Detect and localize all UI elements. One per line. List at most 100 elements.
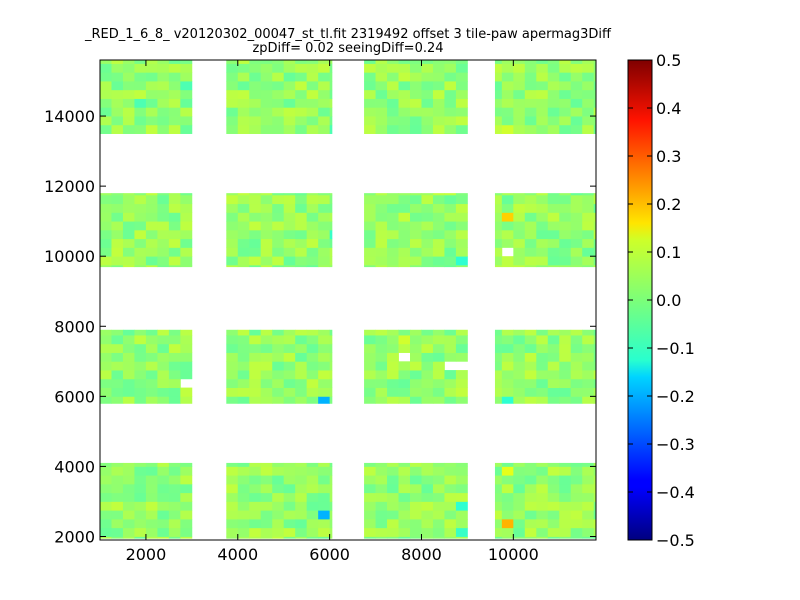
heatmap-cell — [249, 370, 262, 380]
heatmap-cell — [272, 247, 285, 257]
heatmap-cell — [283, 203, 296, 213]
heatmap-cell — [237, 124, 250, 134]
heatmap-cell — [455, 492, 468, 502]
heatmap-cell — [237, 501, 250, 511]
heatmap-cell — [318, 475, 331, 485]
heatmap-cell — [283, 116, 296, 126]
heatmap-cell — [180, 98, 193, 108]
heatmap-cell — [398, 264, 411, 268]
heatmap-cell — [536, 63, 549, 73]
heatmap-cell — [387, 343, 399, 353]
heatmap-cell — [444, 98, 457, 108]
heatmap-cell — [582, 212, 595, 222]
heatmap-cell — [180, 124, 193, 134]
heatmap-cell — [398, 462, 411, 467]
heatmap-cell — [444, 72, 457, 82]
heatmap-cell — [306, 527, 319, 537]
heatmap-cell — [501, 501, 514, 511]
heatmap-cell — [100, 81, 112, 91]
heatmap-cell — [494, 352, 503, 362]
heatmap-cell — [295, 229, 308, 240]
heatmap-cell — [582, 238, 595, 248]
heatmap-cell — [306, 238, 319, 248]
heatmap-cell — [145, 483, 158, 494]
heatmap-cell — [306, 396, 319, 404]
colorbar-tick-label: −0.5 — [656, 531, 695, 550]
heatmap-cell — [283, 483, 296, 494]
heatmap-cell — [582, 81, 595, 91]
heatmap-cell — [501, 462, 514, 467]
heatmap-cell — [582, 72, 595, 82]
heatmap-cell — [145, 335, 158, 345]
heatmap-cell — [444, 193, 457, 196]
heatmap-cell — [513, 238, 526, 248]
heatmap-cell — [122, 370, 135, 380]
heatmap-cell — [134, 124, 147, 134]
heatmap-cell — [226, 264, 239, 268]
heatmap-cell — [260, 60, 273, 64]
heatmap-cell — [375, 536, 388, 539]
heatmap-cell — [364, 536, 376, 539]
heatmap-cell — [168, 212, 181, 222]
heatmap-cell — [559, 335, 572, 345]
heatmap-cell — [180, 352, 193, 362]
heatmap-cell — [432, 352, 445, 362]
heatmap-cell — [295, 221, 308, 231]
axes: 2000 4000 6000 8000 10000 2000 4000 6000 8000 100… — [44, 60, 596, 564]
heatmap-cell — [157, 335, 170, 345]
heatmap-cell — [180, 72, 193, 82]
heatmap-cell — [444, 501, 457, 511]
heatmap-cell — [513, 466, 526, 476]
heatmap-cell — [547, 98, 560, 108]
heatmap-cell — [375, 124, 388, 134]
heatmap-cell — [593, 72, 597, 82]
heatmap-cell — [145, 212, 158, 222]
heatmap-cell — [283, 124, 296, 134]
heatmap-cell — [318, 352, 331, 362]
heatmap-cell — [306, 329, 319, 336]
heatmap-cell — [410, 98, 422, 108]
heatmap-cell — [455, 256, 468, 266]
heatmap-cell — [237, 116, 250, 126]
heatmap-cell — [455, 89, 468, 99]
heatmap-cell — [387, 329, 399, 336]
heatmap-cell — [387, 483, 399, 494]
heatmap-cell — [559, 89, 572, 99]
heatmap-cell — [100, 98, 112, 108]
heatmap-cell — [398, 194, 411, 205]
heatmap-cell — [501, 483, 514, 494]
heatmap-cell — [364, 107, 376, 117]
colorbar-tick-label: 0.0 — [656, 291, 681, 310]
heatmap-cell — [559, 466, 572, 476]
heatmap-cell — [455, 466, 468, 476]
heatmap-cell — [168, 527, 181, 537]
heatmap-cell — [410, 483, 422, 494]
heatmap-cell — [432, 194, 445, 205]
heatmap-cell — [432, 518, 445, 529]
heatmap-cell — [283, 492, 296, 502]
heatmap-cell — [524, 221, 537, 231]
heatmap-cell — [168, 89, 181, 99]
heatmap-cell — [547, 462, 560, 467]
heatmap-cell — [593, 396, 597, 404]
heatmap-cell — [226, 221, 239, 231]
heatmap-cell — [536, 361, 549, 371]
heatmap-cell — [145, 536, 158, 539]
heatmap-cell — [410, 387, 422, 397]
heatmap-cell — [559, 264, 572, 268]
heatmap-cell — [570, 361, 583, 371]
heatmap-cell — [398, 81, 411, 91]
heatmap-cell — [582, 352, 595, 362]
heatmap-cell — [318, 378, 331, 388]
heatmap-cell — [122, 264, 135, 268]
heatmap-cell — [501, 492, 514, 502]
heatmap-cell — [582, 396, 595, 404]
heatmap-cell — [180, 492, 193, 502]
heatmap-cell — [168, 193, 181, 196]
heatmap-cell — [237, 247, 250, 257]
heatmap-cell — [387, 256, 399, 266]
heatmap-cell — [260, 63, 273, 73]
heatmap-cell — [226, 483, 239, 494]
heatmap-cell — [168, 329, 181, 336]
heatmap-cell — [513, 352, 526, 362]
